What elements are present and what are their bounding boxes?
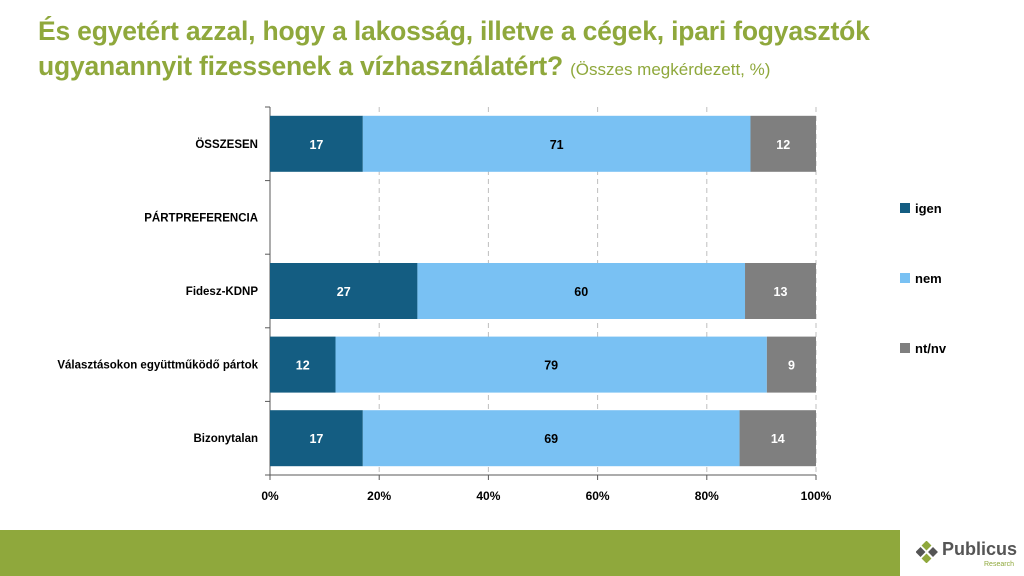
data-label: 27: [337, 285, 351, 299]
data-label: 14: [771, 432, 785, 446]
data-label: 12: [776, 138, 790, 152]
data-label: 17: [309, 138, 323, 152]
legend-label: nem: [915, 270, 942, 286]
bar-segment-nem: [362, 115, 751, 172]
publicus-logo: Publicus Research: [912, 535, 1024, 575]
bar-segment-igen: [270, 410, 363, 467]
logo-name: Publicus: [942, 539, 1018, 559]
bar-segment-nt-nv: [766, 336, 816, 393]
data-label: 69: [544, 432, 558, 446]
bar-segment-igen: [270, 263, 418, 319]
bar-segment-nt-nv: [739, 410, 816, 467]
data-label: 60: [574, 285, 588, 299]
logo-tagline: Research: [984, 561, 1014, 568]
category-label: ÖSSZESEN: [195, 138, 258, 151]
bar-segment-nt-nv: [750, 115, 816, 172]
title-main: És egyetért azzal, hogy a lakosság, ille…: [38, 16, 870, 81]
category-label: Fidesz-KDNP: [186, 286, 259, 298]
data-label: 79: [544, 359, 558, 373]
legend-swatch: [900, 203, 910, 213]
legend-item: nem: [900, 268, 942, 288]
category-label: PÁRTPREFERENCIA: [144, 211, 258, 224]
x-tick-label: 40%: [476, 489, 500, 503]
bar-segment-nem: [335, 336, 767, 393]
bar-segment-igen: [270, 336, 336, 393]
data-label: 71: [550, 138, 564, 152]
bar-segment-igen: [270, 115, 363, 172]
x-tick-label: 60%: [586, 489, 610, 503]
bar-segment-nem: [362, 410, 740, 467]
bar-segment-nt-nv: [745, 263, 816, 319]
x-tick-label: 0%: [261, 489, 279, 503]
category-label: Választásokon együttműködő pártok: [57, 360, 258, 372]
legend-item: nt/nv: [900, 338, 946, 358]
data-label: 17: [309, 432, 323, 446]
legend-label: nt/nv: [915, 340, 947, 356]
data-label: 9: [788, 359, 795, 373]
title-subtitle: (Összes megkérdezett, %): [570, 60, 771, 79]
footer-band: [0, 530, 900, 576]
category-label: Bizonytalan: [193, 433, 258, 445]
bar-segment-nem: [417, 263, 746, 319]
legend-swatch: [900, 343, 910, 353]
data-label: 13: [774, 285, 788, 299]
x-tick-label: 80%: [695, 489, 719, 503]
legend-swatch: [900, 273, 910, 283]
stacked-bar-chart: 0% 20% 40% 60% 80% 100% ÖSSZESEN 17 71 12 PÁRTPREF…: [57, 106, 832, 503]
legend-item: igen: [900, 198, 942, 218]
chart-title: És egyetért azzal, hogy a lakosság, ille…: [38, 14, 998, 87]
x-tick-label: 100%: [801, 489, 832, 503]
data-label: 12: [296, 359, 310, 373]
publicus-logo-icon: [916, 541, 938, 563]
legend-label: igen: [915, 200, 942, 216]
x-tick-label: 20%: [367, 489, 391, 503]
